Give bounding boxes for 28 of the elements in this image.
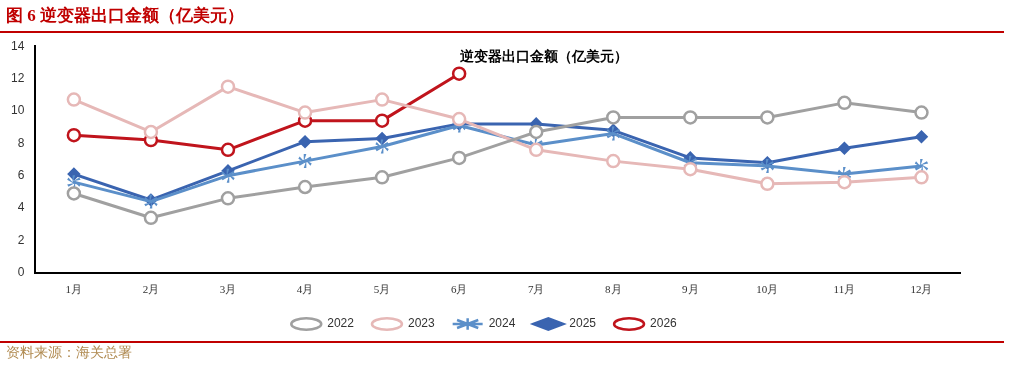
y-tick-label: 4 bbox=[17, 200, 25, 215]
x-tick-label: 12月 bbox=[910, 283, 933, 296]
x-tick-label: 4月 bbox=[296, 283, 314, 296]
x-tick-label: 7月 bbox=[527, 283, 545, 296]
legend-label: 2023 bbox=[407, 316, 435, 331]
x-tick-label: 8月 bbox=[605, 283, 622, 296]
y-tick-label: 12 bbox=[10, 70, 25, 85]
legend-label: 2024 bbox=[488, 316, 516, 331]
chart-subtitle: 逆变器出口金额（亿美元） bbox=[458, 47, 628, 64]
y-tick-label: 14 bbox=[10, 38, 25, 53]
text: 资料来源：海关总署 bbox=[6, 344, 132, 362]
chart-title: 图 6 逆变器出口金额（亿美元） bbox=[6, 5, 244, 27]
x-tick-label: 10月 bbox=[756, 283, 779, 296]
legend-label: 2025 bbox=[569, 316, 597, 331]
x-tick-label: 11月 bbox=[833, 283, 856, 296]
y-tick-label: 6 bbox=[17, 168, 25, 182]
legend-label: 2026 bbox=[650, 316, 678, 331]
y-tick-label: 10 bbox=[10, 103, 25, 118]
x-tick-label: 1月 bbox=[65, 283, 83, 296]
x-tick-label: 2月 bbox=[142, 283, 160, 296]
x-tick-label: 6月 bbox=[450, 283, 468, 296]
legend-label: 2022 bbox=[327, 316, 355, 331]
y-tick-label: 2 bbox=[17, 232, 25, 247]
x-tick-label: 3月 bbox=[219, 283, 237, 296]
x-tick-label: 9月 bbox=[682, 283, 699, 296]
y-tick-label: 8 bbox=[17, 135, 25, 150]
x-tick-label: 5月 bbox=[373, 283, 391, 296]
y-tick-label: 0 bbox=[17, 265, 25, 280]
